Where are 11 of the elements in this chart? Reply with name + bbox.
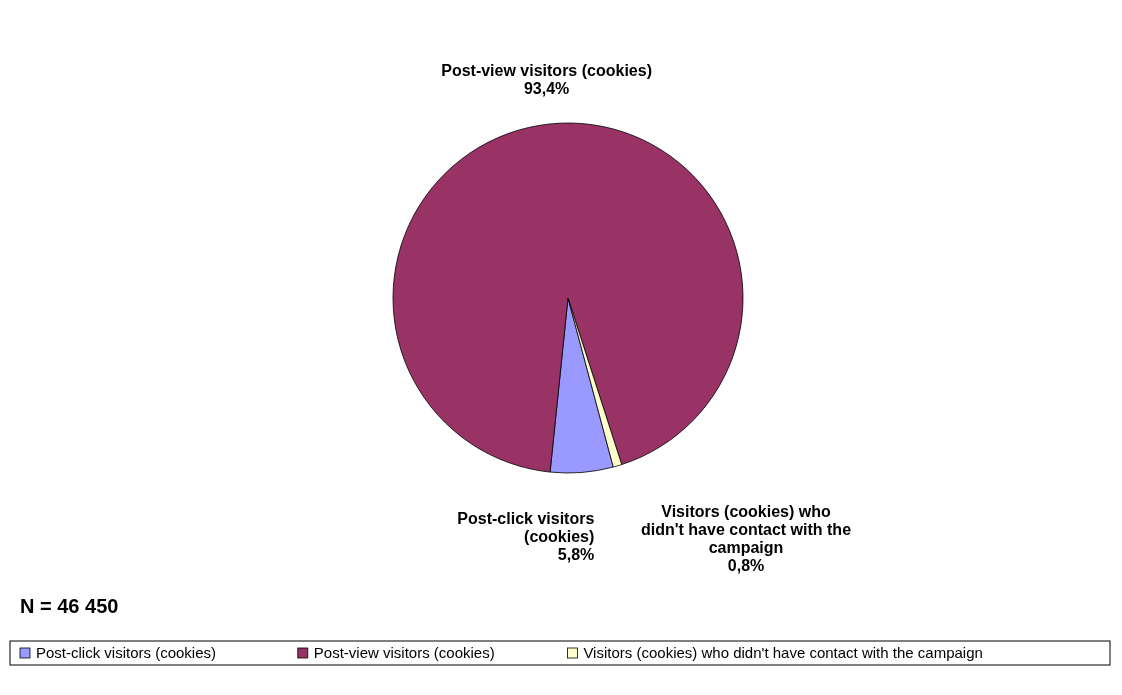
text: N = 46 450 — [20, 595, 119, 617]
slice-label: Visitors (cookies) who didn't have contact with the campaign — [640, 502, 852, 556]
legend-label: Visitors (cookies) who didn't have contact with the campaign — [583, 644, 983, 661]
pie-slice — [392, 122, 744, 473]
slice-label: Post-view visitors (cookies) — [441, 62, 652, 80]
legend-label: Post-click visitors (cookies) — [36, 644, 217, 661]
data-label: 0,8% — [727, 556, 765, 574]
legend-label: Post-view visitors (cookies) — [313, 644, 495, 661]
data-label: 93,4% — [523, 80, 570, 98]
data-label: 5,8% — [557, 546, 595, 564]
slice-label: Post-click visitors (cookies) — [457, 510, 595, 546]
